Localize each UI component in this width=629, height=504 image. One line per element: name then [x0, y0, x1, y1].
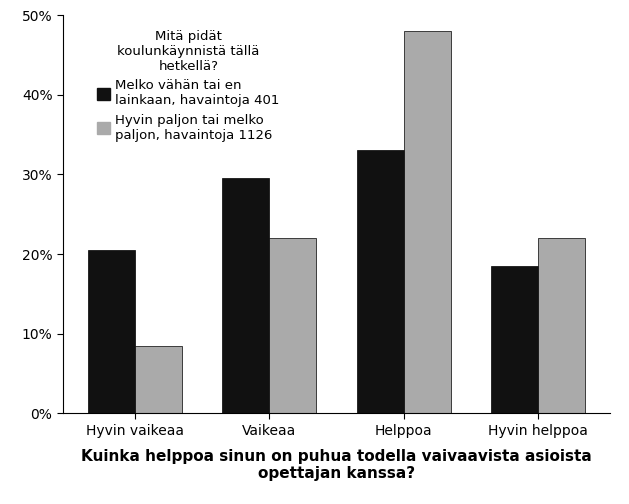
Legend: Melko vähän tai en
lainkaan, havaintoja 401, Hyvin paljon tai melko
paljon, hava: Melko vähän tai en lainkaan, havaintoja …	[97, 30, 280, 142]
Bar	[357, 151, 404, 413]
Bar	[269, 238, 316, 413]
Bar	[538, 238, 585, 413]
Bar	[491, 266, 538, 413]
Bar	[135, 346, 182, 413]
Bar	[88, 250, 135, 413]
X-axis label: Kuinka helppoa sinun on puhua todella vaivaavista asioista
opettajan kanssa?: Kuinka helppoa sinun on puhua todella va…	[81, 449, 592, 481]
Bar	[222, 178, 269, 413]
Bar	[404, 31, 451, 413]
